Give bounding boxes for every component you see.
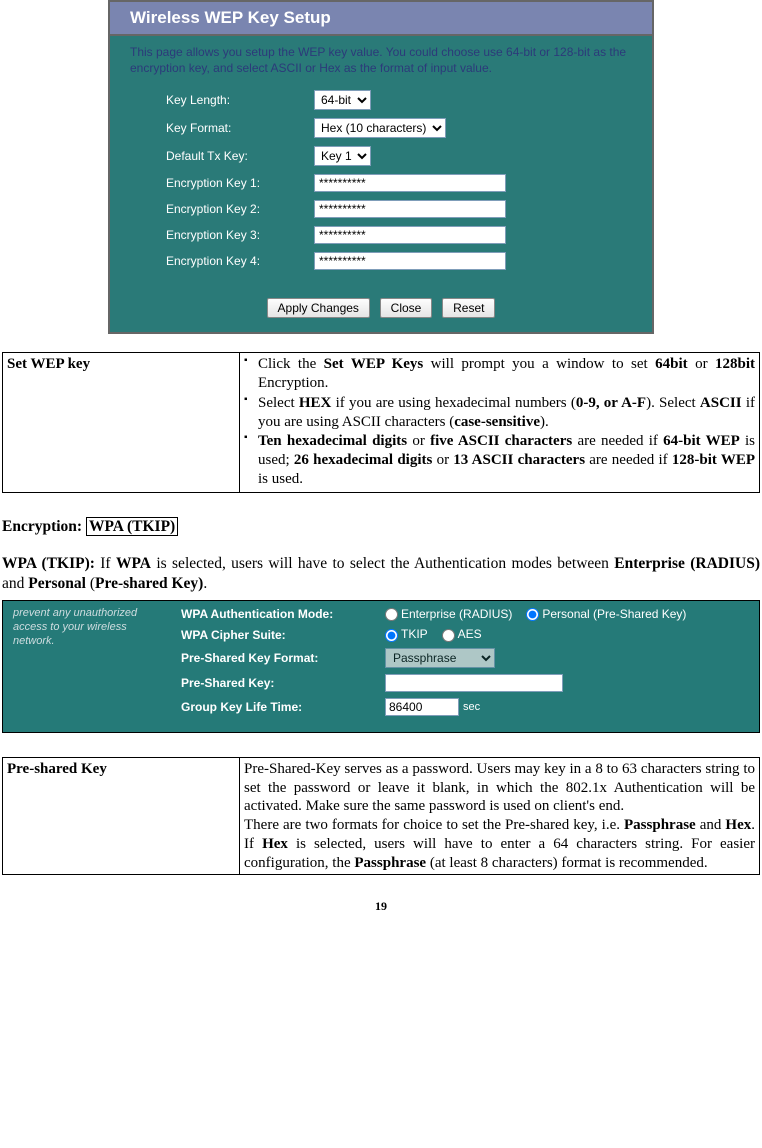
psk-desc: Pre-Shared-Key serves as a password. Use… — [240, 757, 760, 875]
key2-input[interactable] — [314, 200, 506, 218]
table-row: Pre-shared Key Pre-Shared-Key serves as … — [3, 757, 760, 875]
reset-button[interactable]: Reset — [442, 298, 495, 318]
psk-format-select[interactable]: Passphrase — [385, 648, 495, 668]
wep-dialog: Wireless WEP Key Setup This page allows … — [108, 0, 654, 334]
key3-label: Encryption Key 3: — [166, 228, 314, 242]
wpa-description: WPA (TKIP): If WPA is selected, users wi… — [0, 554, 762, 594]
radio-aes[interactable]: AES — [442, 627, 496, 641]
radio-enterprise[interactable]: Enterprise (RADIUS) — [385, 607, 526, 621]
wep-form: Key Length: 64-bit Key Format: Hex (10 c… — [110, 90, 652, 292]
key-format-select[interactable]: Hex (10 characters) — [314, 118, 446, 138]
key1-label: Encryption Key 1: — [166, 176, 314, 190]
key4-input[interactable] — [314, 252, 506, 270]
default-tx-label: Default Tx Key: — [166, 149, 314, 163]
key4-label: Encryption Key 4: — [166, 254, 314, 268]
gklt-input[interactable] — [385, 698, 459, 716]
key1-input[interactable] — [314, 174, 506, 192]
wpa-form: WPA Authentication Mode: Enterprise (RAD… — [173, 601, 759, 732]
wpa-side-note: prevent any unauthorized access to your … — [3, 601, 173, 732]
set-wep-key-desc: Click the Set WEP Keys will prompt you a… — [240, 353, 760, 492]
psk-heading: Pre-shared Key — [3, 757, 240, 875]
close-button[interactable]: Close — [380, 298, 433, 318]
table-row: Set WEP key Click the Set WEP Keys will … — [3, 353, 760, 492]
radio-tkip[interactable]: TKIP — [385, 627, 442, 641]
encryption-heading: Encryption: WPA (TKIP) — [0, 517, 762, 537]
psk-table: Pre-shared Key Pre-Shared-Key serves as … — [2, 757, 760, 876]
wpa-cipher-label: WPA Cipher Suite: — [181, 628, 385, 642]
wpa-panel: prevent any unauthorized access to your … — [2, 600, 760, 733]
wpa-auth-mode-label: WPA Authentication Mode: — [181, 607, 385, 621]
psk-format-label: Pre-Shared Key Format: — [181, 651, 385, 665]
psk-label: Pre-Shared Key: — [181, 676, 385, 690]
set-wep-key-heading: Set WEP key — [3, 353, 240, 492]
list-item: Click the Set WEP Keys will prompt you a… — [244, 355, 755, 393]
apply-changes-button[interactable]: Apply Changes — [267, 298, 370, 318]
radio-personal[interactable]: Personal (Pre-Shared Key) — [526, 607, 700, 621]
key-format-label: Key Format: — [166, 121, 314, 135]
set-wep-key-table: Set WEP key Click the Set WEP Keys will … — [2, 352, 760, 492]
gklt-label: Group Key Life Time: — [181, 700, 385, 714]
key-length-select[interactable]: 64-bit — [314, 90, 371, 110]
list-item: Select HEX if you are using hexadecimal … — [244, 394, 755, 432]
wep-button-row: Apply Changes Close Reset — [110, 292, 652, 332]
key3-input[interactable] — [314, 226, 506, 244]
wep-dialog-description: This page allows you setup the WEP key v… — [110, 36, 652, 90]
page-number: 19 — [0, 899, 762, 914]
key-length-label: Key Length: — [166, 93, 314, 107]
key2-label: Encryption Key 2: — [166, 202, 314, 216]
wep-dialog-title: Wireless WEP Key Setup — [110, 2, 652, 36]
default-tx-select[interactable]: Key 1 — [314, 146, 371, 166]
gklt-suffix: sec — [463, 701, 480, 713]
list-item: Ten hexadecimal digits or five ASCII cha… — [244, 432, 755, 488]
psk-input[interactable] — [385, 674, 563, 692]
